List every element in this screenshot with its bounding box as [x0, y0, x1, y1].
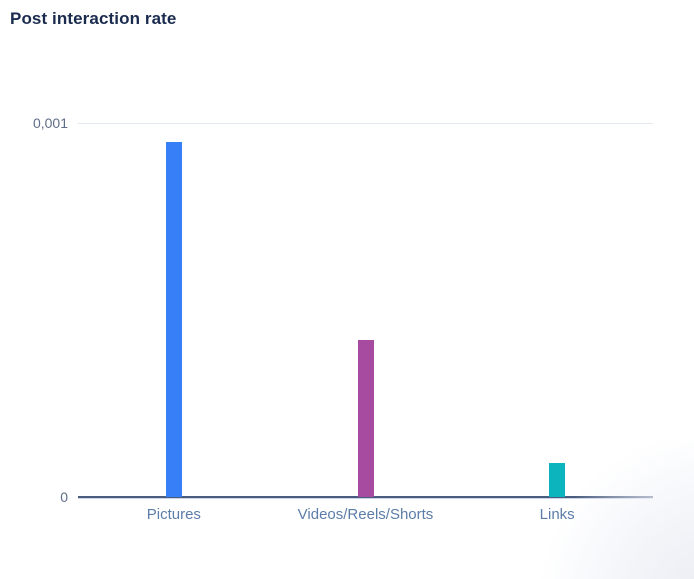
x-label-pictures: Pictures: [146, 506, 201, 523]
y-axis-tick-zero: 0: [60, 489, 68, 505]
y-axis-tick-max: 0,001: [32, 115, 68, 131]
bar-links[interactable]: [549, 463, 566, 497]
gridline-0001: [78, 123, 653, 124]
bar-pictures[interactable]: [165, 142, 182, 497]
x-axis-line: [78, 496, 653, 499]
x-label-links: Links: [539, 506, 575, 523]
chart-title: Post interaction rate: [10, 9, 177, 28]
x-label-videos-reels-shorts: Videos/Reels/Shorts: [297, 506, 434, 523]
plot-area: [78, 123, 653, 499]
bar-videos-reels-shorts[interactable]: [357, 340, 374, 497]
